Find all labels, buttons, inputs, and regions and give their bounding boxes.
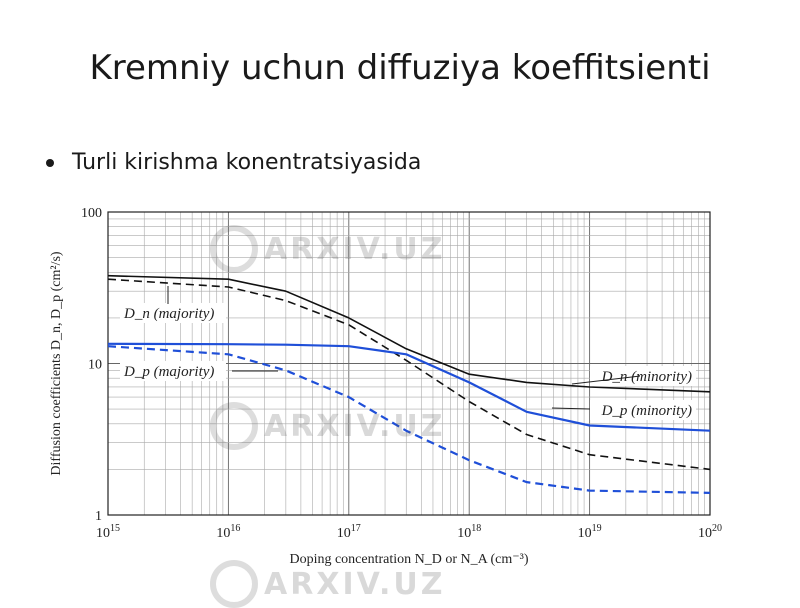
bullet-item: Turli kirishma konentratsiyasida (46, 150, 421, 175)
annotation-bg (120, 361, 226, 381)
annotation-label: D_n (minority) (601, 369, 692, 385)
watermark: ARXIV.UZ (210, 402, 445, 450)
watermark-logo-icon (210, 402, 258, 450)
x-axis-label: Doping concentration N_D or N_A (cm⁻³) (289, 552, 528, 567)
series-line (107, 345, 711, 494)
watermark-text: ARXIV.UZ (264, 231, 446, 267)
annotation-bg (120, 303, 226, 323)
series-line (107, 274, 711, 393)
y-tick-label: 1 (95, 509, 102, 524)
annotation-label: D_n (majority) (123, 306, 214, 322)
watermark-logo-icon (210, 560, 258, 608)
y-axis-label: Diffusion coefficients D_n, D_p (cm²/s) (49, 251, 64, 475)
annotation-bg (590, 400, 696, 420)
x-tick-label: 1019 (578, 523, 602, 541)
watermark: ARXIV.UZ (210, 560, 445, 608)
y-tick-label: 100 (81, 206, 102, 221)
annotation-arrow (571, 375, 641, 385)
plot-frame (107, 211, 711, 516)
bullet-text: Turli kirishma konentratsiyasida (72, 150, 422, 175)
bullet-dot (46, 158, 54, 167)
annotation-bg (590, 366, 696, 386)
diffusion-chart: 1015 1016 1017 1018 1019 1020 1 10 100 Doping con… (49, 206, 722, 567)
annotation-label: D_p (minority) (601, 403, 692, 419)
watermark: ARXIV.UZ (210, 225, 445, 273)
y-tick-label: 10 (88, 358, 102, 373)
x-tick-label: 1017 (337, 523, 361, 541)
annotation-arrow (551, 407, 591, 410)
x-tick-label: 1018 (457, 523, 481, 541)
annotation-label: D_p (majority) (123, 364, 214, 380)
x-tick-label: 1020 (698, 523, 722, 541)
slide-title: Kremniy uchun diffuziya koeffitsienti (89, 48, 711, 88)
series-line (107, 278, 711, 471)
watermark-text: ARXIV.UZ (264, 408, 446, 444)
x-tick-label: 1016 (216, 523, 240, 541)
x-tick-label: 1015 (96, 523, 120, 541)
series-line (107, 342, 711, 432)
watermark-logo-icon (210, 225, 258, 273)
watermark-text: ARXIV.UZ (264, 566, 446, 602)
